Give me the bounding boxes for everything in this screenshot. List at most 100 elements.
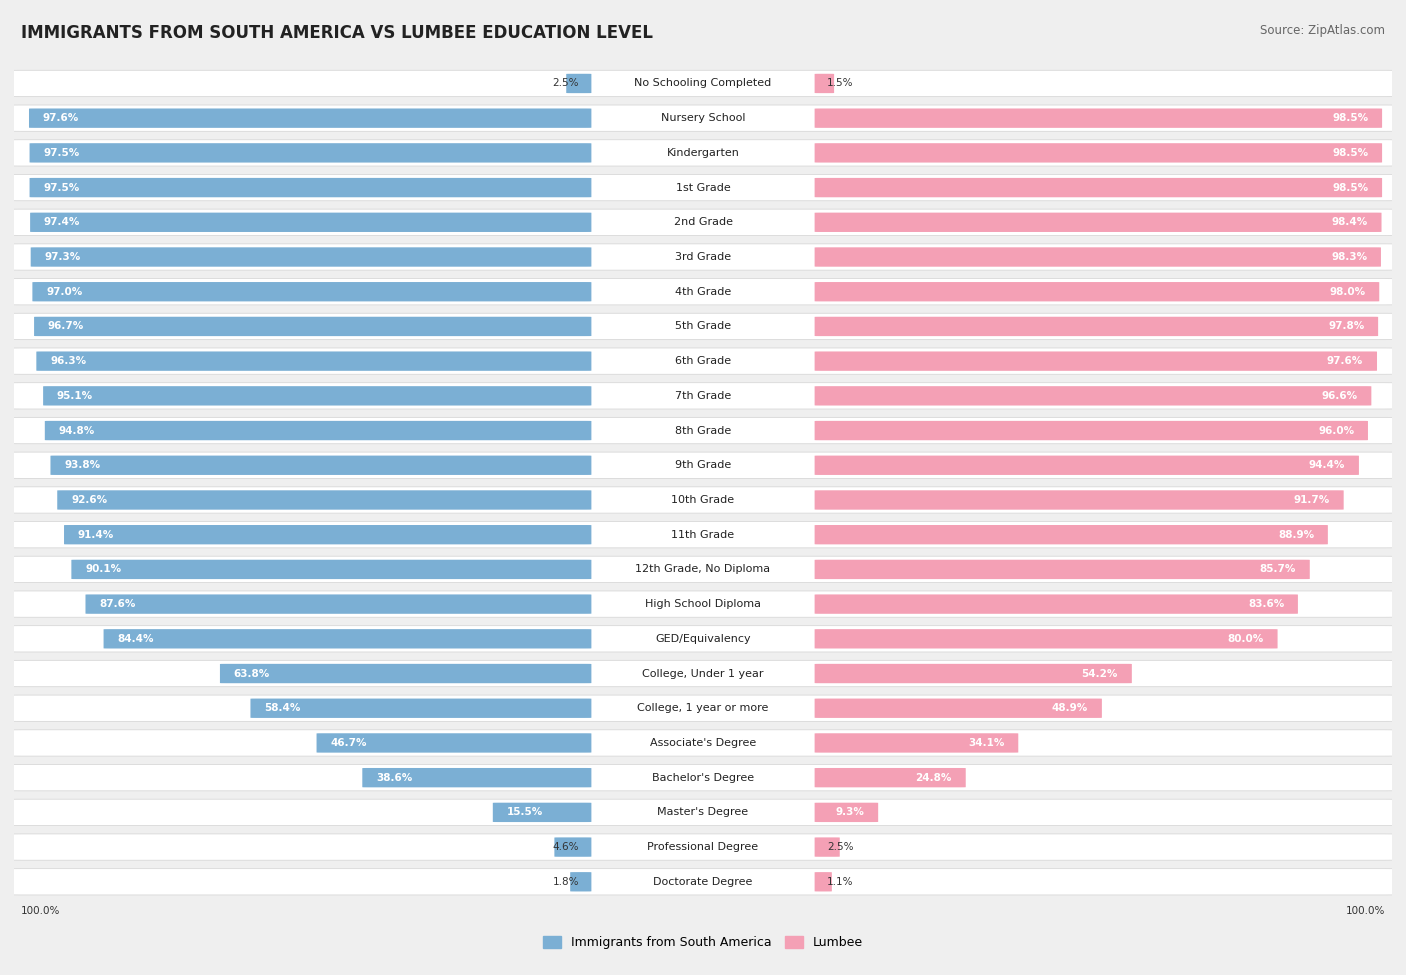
Text: IMMIGRANTS FROM SOUTH AMERICA VS LUMBEE EDUCATION LEVEL: IMMIGRANTS FROM SOUTH AMERICA VS LUMBEE … [21, 24, 654, 42]
Text: 1.8%: 1.8% [553, 877, 579, 887]
Text: 1st Grade: 1st Grade [676, 182, 730, 193]
FancyBboxPatch shape [30, 108, 592, 128]
FancyBboxPatch shape [30, 213, 592, 232]
Text: 97.5%: 97.5% [44, 182, 80, 193]
Text: 98.0%: 98.0% [1329, 287, 1365, 296]
Text: 54.2%: 54.2% [1081, 669, 1118, 679]
Text: Source: ZipAtlas.com: Source: ZipAtlas.com [1260, 24, 1385, 37]
Text: 8th Grade: 8th Grade [675, 425, 731, 436]
FancyBboxPatch shape [10, 800, 1396, 826]
Text: 3rd Grade: 3rd Grade [675, 252, 731, 262]
FancyBboxPatch shape [814, 282, 1379, 301]
Text: 98.5%: 98.5% [1331, 148, 1368, 158]
FancyBboxPatch shape [814, 490, 1344, 510]
Text: 98.3%: 98.3% [1331, 252, 1367, 262]
Text: 38.6%: 38.6% [375, 772, 412, 783]
FancyBboxPatch shape [250, 698, 592, 718]
Text: 93.8%: 93.8% [65, 460, 100, 470]
FancyBboxPatch shape [10, 591, 1396, 617]
Text: College, 1 year or more: College, 1 year or more [637, 703, 769, 714]
FancyBboxPatch shape [219, 664, 592, 683]
Text: 91.4%: 91.4% [77, 529, 114, 540]
Text: 88.9%: 88.9% [1278, 529, 1315, 540]
Text: Kindergarten: Kindergarten [666, 148, 740, 158]
FancyBboxPatch shape [104, 629, 592, 648]
Text: 48.9%: 48.9% [1052, 703, 1088, 714]
Text: 98.4%: 98.4% [1331, 217, 1368, 227]
FancyBboxPatch shape [814, 108, 1382, 128]
Text: Master's Degree: Master's Degree [658, 807, 748, 817]
FancyBboxPatch shape [10, 729, 1396, 757]
FancyBboxPatch shape [44, 386, 592, 406]
FancyBboxPatch shape [10, 764, 1396, 791]
FancyBboxPatch shape [814, 421, 1368, 441]
Text: 63.8%: 63.8% [233, 669, 270, 679]
Text: No Schooling Completed: No Schooling Completed [634, 78, 772, 89]
FancyBboxPatch shape [814, 248, 1381, 267]
Text: 94.4%: 94.4% [1309, 460, 1346, 470]
FancyBboxPatch shape [814, 595, 1298, 614]
Text: 10th Grade: 10th Grade [672, 495, 734, 505]
Text: 1.5%: 1.5% [827, 78, 853, 89]
FancyBboxPatch shape [32, 282, 592, 301]
FancyBboxPatch shape [494, 802, 592, 822]
Text: 80.0%: 80.0% [1227, 634, 1264, 644]
FancyBboxPatch shape [58, 490, 592, 510]
Text: 96.7%: 96.7% [48, 322, 84, 332]
Text: 84.4%: 84.4% [117, 634, 153, 644]
FancyBboxPatch shape [10, 175, 1396, 201]
Text: 2.5%: 2.5% [827, 842, 853, 852]
Text: Doctorate Degree: Doctorate Degree [654, 877, 752, 887]
FancyBboxPatch shape [814, 872, 832, 891]
Text: 97.5%: 97.5% [44, 148, 80, 158]
FancyBboxPatch shape [10, 556, 1396, 583]
FancyBboxPatch shape [814, 177, 1382, 197]
FancyBboxPatch shape [571, 872, 592, 891]
FancyBboxPatch shape [10, 522, 1396, 548]
FancyBboxPatch shape [10, 313, 1396, 339]
Text: 97.0%: 97.0% [46, 287, 83, 296]
Text: College, Under 1 year: College, Under 1 year [643, 669, 763, 679]
Text: 96.6%: 96.6% [1322, 391, 1358, 401]
Text: 90.1%: 90.1% [86, 565, 121, 574]
Text: 5th Grade: 5th Grade [675, 322, 731, 332]
FancyBboxPatch shape [814, 525, 1327, 544]
FancyBboxPatch shape [10, 209, 1396, 236]
Text: 100.0%: 100.0% [21, 907, 60, 916]
FancyBboxPatch shape [10, 452, 1396, 479]
Text: 9.3%: 9.3% [835, 807, 865, 817]
FancyBboxPatch shape [86, 595, 592, 614]
FancyBboxPatch shape [10, 487, 1396, 513]
Text: 2nd Grade: 2nd Grade [673, 217, 733, 227]
FancyBboxPatch shape [10, 70, 1396, 97]
FancyBboxPatch shape [814, 317, 1378, 336]
Text: 98.5%: 98.5% [1331, 113, 1368, 123]
FancyBboxPatch shape [814, 698, 1102, 718]
FancyBboxPatch shape [567, 74, 592, 94]
FancyBboxPatch shape [30, 143, 592, 163]
FancyBboxPatch shape [316, 733, 592, 753]
FancyBboxPatch shape [814, 74, 834, 94]
FancyBboxPatch shape [10, 834, 1396, 860]
FancyBboxPatch shape [814, 560, 1310, 579]
FancyBboxPatch shape [65, 525, 592, 544]
FancyBboxPatch shape [814, 629, 1278, 648]
FancyBboxPatch shape [814, 802, 879, 822]
Text: 83.6%: 83.6% [1249, 599, 1284, 609]
Text: 11th Grade: 11th Grade [672, 529, 734, 540]
Text: 100.0%: 100.0% [1346, 907, 1385, 916]
Text: 92.6%: 92.6% [72, 495, 107, 505]
FancyBboxPatch shape [10, 244, 1396, 270]
FancyBboxPatch shape [814, 143, 1382, 163]
FancyBboxPatch shape [10, 695, 1396, 722]
Text: 97.6%: 97.6% [1327, 356, 1364, 367]
FancyBboxPatch shape [814, 733, 1018, 753]
Text: 15.5%: 15.5% [506, 807, 543, 817]
FancyBboxPatch shape [37, 351, 592, 370]
FancyBboxPatch shape [814, 768, 966, 788]
Text: 4th Grade: 4th Grade [675, 287, 731, 296]
FancyBboxPatch shape [10, 660, 1396, 686]
FancyBboxPatch shape [10, 626, 1396, 652]
Text: 1.1%: 1.1% [827, 877, 853, 887]
Text: 97.6%: 97.6% [42, 113, 79, 123]
